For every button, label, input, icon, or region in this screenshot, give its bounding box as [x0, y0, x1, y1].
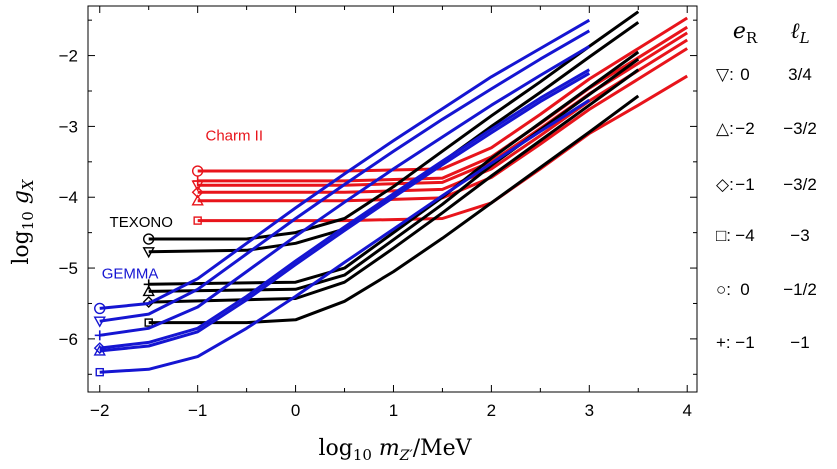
legend-ll-value: −1/2: [783, 280, 817, 299]
legend-marker: ▽:: [716, 65, 734, 84]
series-line-circle: [197, 16, 688, 173]
series-line-triangle-up: [148, 57, 640, 293]
experiment-label: TEXONO: [110, 214, 173, 231]
plot-frame: [87, 5, 698, 393]
series-line-square: [99, 98, 591, 374]
legend-marker: □:: [716, 226, 731, 245]
x-tick-label: 0: [291, 401, 300, 420]
triangle-up-marker: [191, 194, 204, 206]
y-tick-label: −5: [59, 259, 78, 278]
circle-marker: [143, 233, 155, 245]
y-tick-label: −6: [59, 330, 78, 349]
legend-ll-value: −3: [790, 226, 809, 245]
triangle-down-marker: [191, 180, 204, 192]
legend-marker: △:: [716, 119, 734, 138]
series-line-diamond: [99, 68, 591, 350]
diamond-marker: [191, 186, 204, 199]
legend-ll-value: −3/2: [783, 175, 817, 194]
series-line-diamond: [148, 68, 640, 304]
y-tick-label: −3: [59, 117, 78, 136]
legend-er-value: 0: [740, 65, 749, 84]
y-axis-title: log10 gX: [9, 178, 37, 265]
plot-border: [87, 5, 698, 393]
x-tick-label: −2: [90, 401, 109, 420]
legend-marker: ○:: [716, 280, 731, 299]
legend: eR ℓL▽: 0 3/4△: −2 −3/2◇: −1 −3/2□: −4 −3○: 0 −1/2+…: [716, 19, 817, 352]
legend-marker: +:: [716, 333, 731, 352]
legend-ll-value: −3/2: [783, 119, 817, 138]
x-tick-label: 1: [389, 401, 398, 420]
plus-marker: [94, 330, 105, 341]
labels-layer: Charm II TEXONO GEMMA: [102, 128, 263, 283]
legend-er-value: −2: [735, 119, 754, 138]
legend-ll-value: 3/4: [788, 65, 812, 84]
series-line-triangle-down: [197, 31, 688, 187]
legend-ll-value: −1: [790, 333, 809, 352]
series-line-triangle-up: [99, 72, 591, 353]
circle-marker: [94, 302, 106, 315]
legend-er-value: 0: [740, 280, 749, 299]
legend-header-er: eR: [733, 19, 758, 47]
x-tick-label: −1: [188, 401, 207, 420]
x-tick-label: 4: [682, 401, 691, 420]
x-tick-label: 2: [487, 401, 496, 420]
square-marker: [95, 367, 104, 377]
legend-er-value: −1: [735, 333, 754, 352]
triangle-up-marker: [93, 344, 106, 356]
square-marker: [193, 216, 202, 225]
y-tick-label: −4: [59, 188, 78, 207]
series-line-circle: [99, 18, 591, 310]
experiment-label: Charm II: [205, 128, 263, 145]
triangle-up-marker: [142, 284, 155, 297]
square-marker: [144, 318, 153, 327]
experiment-label: GEMMA: [102, 266, 159, 283]
legend-header-ll: ℓL: [790, 19, 809, 47]
series-line-plus: [197, 25, 688, 183]
x-tick-label: 3: [585, 401, 594, 420]
legend-er-value: −4: [735, 226, 754, 245]
experiment-gemma: [93, 18, 591, 377]
x-axis-title: log10 mZ′/MeV: [318, 436, 472, 464]
triangle-down-marker: [93, 316, 106, 328]
legend-marker: ◇:: [716, 175, 734, 194]
series-line-triangle-up: [197, 47, 688, 203]
axis-ticks: −2 −1 0 1 2 3 4 −2 −3 −4 −5 −6: [59, 6, 697, 420]
series-line-plus: [99, 45, 591, 337]
series-layer: [93, 10, 688, 377]
y-tick-label: −2: [59, 47, 78, 66]
triangle-down-marker: [142, 247, 155, 259]
series-line-triangle-down: [99, 29, 591, 323]
legend-er-value: −1: [735, 175, 754, 194]
diamond-marker: [93, 342, 106, 355]
series-line-square: [148, 94, 640, 325]
